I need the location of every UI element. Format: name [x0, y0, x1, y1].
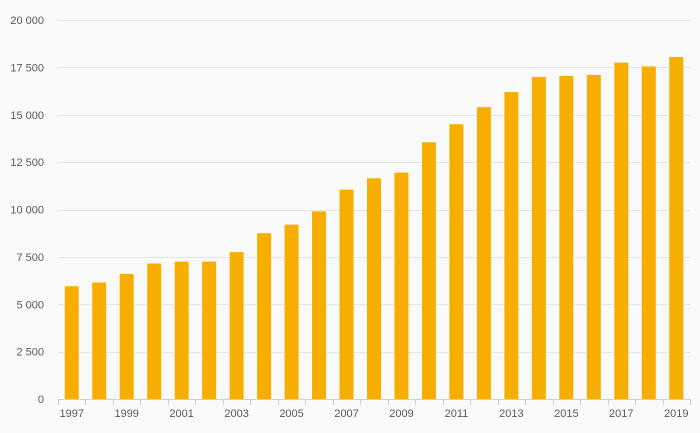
bar-2009: [394, 172, 409, 399]
y-tick-label: 12 500: [10, 157, 44, 169]
x-axis-tick-labels: 1997 1999 2001 2003 2005 2007 2009 2011 2013 2015…: [58, 399, 691, 420]
y-tick-label: 2 500: [16, 347, 44, 359]
bars: [64, 56, 684, 400]
bar-2002: [202, 261, 217, 399]
bar-2011: [449, 124, 464, 399]
bar-2012: [476, 107, 491, 400]
bar-2003: [229, 252, 244, 399]
bar-2007: [339, 189, 354, 399]
bar-1997: [64, 286, 79, 399]
bar-2010: [421, 142, 436, 400]
bar-2006: [312, 211, 327, 399]
x-tick-label: 2017: [609, 408, 633, 420]
x-tick-label: 2019: [664, 408, 688, 420]
bar-2017: [614, 62, 629, 399]
bar-2005: [284, 224, 299, 399]
bar-2008: [367, 178, 381, 399]
y-tick-label: 15 000: [10, 110, 44, 122]
bar-2016: [586, 74, 601, 399]
y-tick-label: 20 000: [10, 15, 44, 27]
x-tick-label: 2001: [169, 408, 193, 420]
bar-2014: [531, 76, 546, 399]
bar-2019: [669, 56, 684, 399]
bar-2001: [174, 261, 189, 399]
bar-2013: [504, 92, 519, 399]
bar-1999: [119, 273, 134, 399]
bar-2015: [559, 75, 574, 400]
bar-1998: [92, 282, 107, 399]
x-tick-label: 2005: [279, 408, 303, 420]
y-axis-tick-labels: 0 2 500 5 000 7 500 10 000 12 500 15 000 17 500…: [10, 15, 44, 406]
x-tick-label: 2013: [499, 408, 523, 420]
x-tick-label: 2009: [389, 408, 413, 420]
y-tick-label: 7 500: [16, 252, 44, 264]
x-tick-label: 2007: [334, 408, 358, 420]
bar-2004: [257, 233, 272, 399]
y-tick-label: 0: [38, 394, 44, 406]
x-tick-label: 2011: [445, 408, 469, 420]
bar-2000: [147, 263, 162, 399]
bar-2018: [641, 66, 656, 400]
x-tick-label: 1999: [114, 408, 138, 420]
y-tick-label: 5 000: [16, 299, 44, 311]
y-tick-label: 10 000: [10, 205, 44, 217]
y-tick-label: 17 500: [10, 62, 44, 74]
x-tick-label: 2003: [224, 408, 248, 420]
x-tick-label: 2015: [554, 408, 578, 420]
x-tick-label: 1997: [59, 408, 83, 420]
